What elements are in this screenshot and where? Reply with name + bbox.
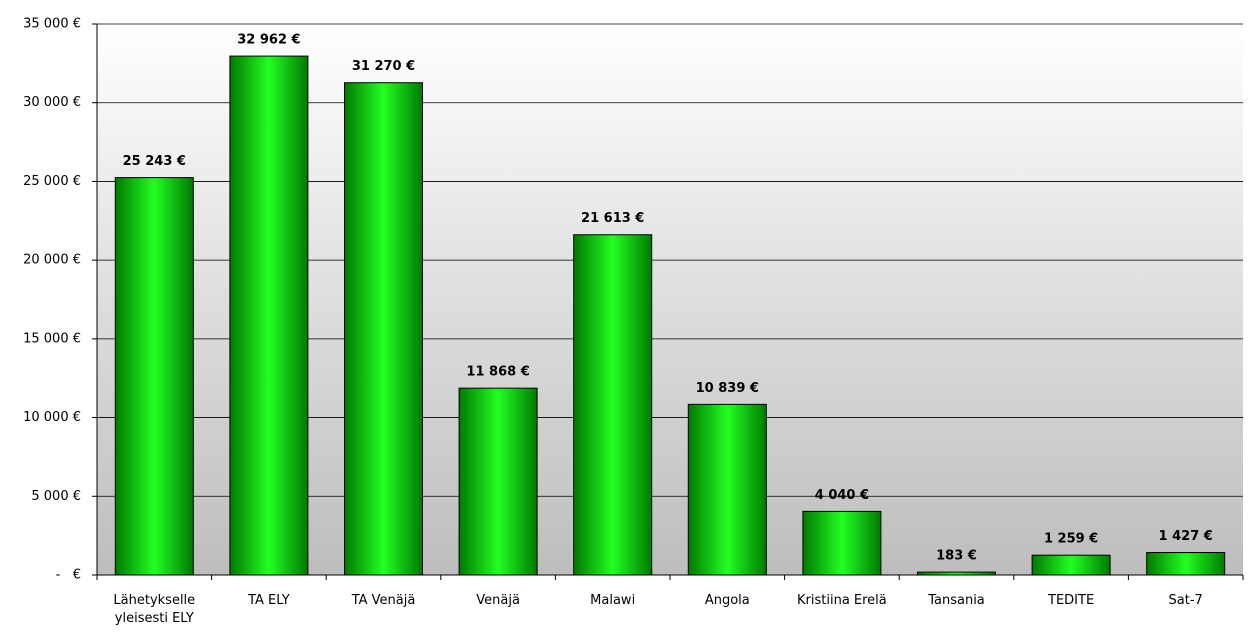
data-label: 11 868 € [466,365,529,380]
y-tick-label: 10 000 € [23,410,81,425]
x-tick-label: Tansania [928,593,985,608]
y-tick-label: 30 000 € [23,95,81,110]
y-tick-label: 25 000 € [23,174,81,189]
bar [458,387,538,576]
bar [573,234,653,576]
bar [114,177,194,576]
bar [802,510,882,576]
data-label: 4 040 € [815,488,869,503]
x-tick-label: Lähetykselle yleisesti ELY [113,593,196,626]
bar [344,82,423,576]
bar [229,55,309,576]
data-label: 183 € [936,549,977,564]
y-tick-label: 20 000 € [23,253,81,268]
x-tick-label: TA Venäjä [351,593,416,608]
data-label: 1 427 € [1159,529,1213,544]
bar [1031,554,1111,576]
y-tick-label: 5 000 € [31,489,81,504]
y-tick-label: 35 000 € [23,17,81,32]
bar [917,571,996,576]
x-tick-label: TEDITE [1048,593,1095,608]
x-tick-label: Kristiina Erelä [797,593,887,608]
x-tick-label: Venäjä [476,593,520,608]
y-tick-label: - € [56,568,81,583]
data-label: 10 839 € [696,381,759,396]
y-tick-label: 15 000 € [23,331,81,346]
data-label: 25 243 € [123,154,186,169]
data-label: 31 270 € [352,59,415,74]
bar [1146,552,1226,576]
data-label: 21 613 € [581,211,644,226]
x-tick-label: Malawi [590,593,636,608]
bar [687,403,767,576]
data-label: 32 962 € [237,33,300,48]
x-tick-label: Angola [704,593,750,608]
x-tick-label: Sat-7 [1168,593,1203,608]
x-tick-label: TA ELY [248,593,290,608]
data-label: 1 259 € [1044,532,1098,547]
